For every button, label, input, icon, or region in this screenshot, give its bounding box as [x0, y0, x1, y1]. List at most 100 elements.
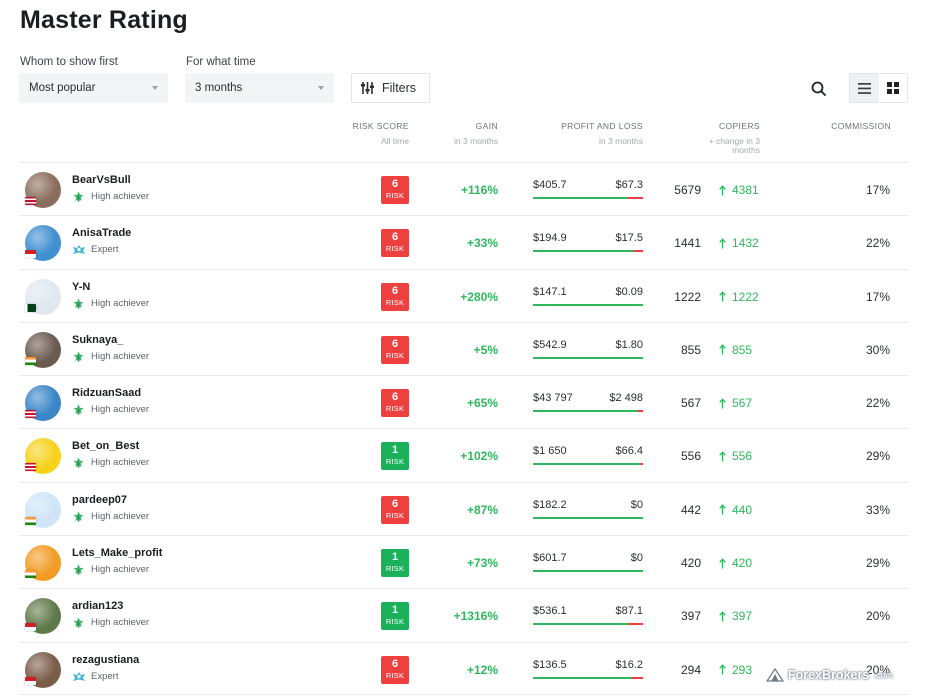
loss-bar	[627, 197, 643, 199]
table-row[interactable]: Bet_on_Best High achiever 1 RISK +102% $1…	[19, 428, 909, 481]
profit-loss-bar	[533, 570, 643, 573]
commission-value: 30%	[865, 342, 890, 357]
achiever-icon	[72, 191, 85, 202]
filters-icon	[361, 82, 374, 94]
master-name[interactable]: Bet_on_Best	[72, 440, 140, 453]
achiever-icon	[72, 351, 85, 362]
table-row[interactable]: AnisaTrade Expert 6 RISK +33% $194.9 $17.5…	[19, 215, 909, 268]
copiers-change: 567	[719, 396, 752, 410]
copiers-change: 420	[719, 556, 752, 570]
master-tier-label: High achiever	[91, 510, 150, 522]
loss-value: $16.2	[615, 658, 643, 671]
risk-label: RISK	[385, 564, 405, 574]
copiers-change-value: 4381	[732, 183, 759, 197]
master-tier: High achiever	[72, 564, 149, 575]
copiers-change-value: 855	[732, 342, 753, 357]
table-row[interactable]: Lets_Make_profit High achiever 1 RISK +73…	[19, 535, 909, 588]
master-tier-label: High achiever	[91, 350, 150, 362]
copiers-change: 855	[719, 343, 752, 357]
sort-select-value: Most popular	[29, 82, 96, 94]
table-row[interactable]: BearVsBull High achiever 6 RISK +116% $40…	[19, 162, 909, 215]
profit-value: $405.7	[533, 179, 567, 191]
profit-loss: $542.9 $1.80	[533, 339, 643, 359]
achiever-icon	[72, 457, 85, 468]
profit-bar	[533, 197, 628, 199]
header-gain-sub: in 3 months	[454, 136, 498, 146]
period-label: For what time	[186, 56, 256, 68]
sort-label: Whom to show first	[20, 56, 118, 68]
arrow-up-icon	[719, 291, 726, 302]
header-risk: RISK SCORE All time	[348, 121, 409, 146]
master-name[interactable]: rezagustiana	[72, 653, 140, 666]
table-row[interactable]: rezagustiana Expert 6 RISK +12% $136.5 $16…	[19, 641, 909, 695]
loss-value: $0	[630, 552, 643, 565]
header-commission: COMMISSION	[822, 121, 891, 131]
table-row[interactable]: Suknaya_ High achiever 6 RISK +5% $542.9 $…	[19, 321, 909, 375]
achiever-icon	[72, 617, 85, 628]
grid-view-button[interactable]	[879, 74, 908, 102]
arrow-up-icon	[719, 238, 726, 249]
avatar[interactable]	[25, 278, 61, 315]
master-name[interactable]: ardian123	[72, 600, 124, 613]
risk-badge: 6 RISK	[381, 176, 409, 204]
country-flag	[25, 197, 36, 205]
header-copiers-title: COPIERS	[718, 121, 760, 131]
master-name[interactable]: Y-N	[72, 280, 91, 293]
master-name[interactable]: AnisaTrade	[72, 227, 132, 240]
profit-value: $601.7	[533, 552, 567, 565]
brand-logo-icon	[766, 668, 784, 682]
copiers-count: 442	[680, 502, 701, 517]
master-tier: Expert	[72, 244, 118, 255]
avatar[interactable]	[25, 225, 61, 262]
master-name[interactable]: BearVsBull	[72, 174, 131, 186]
copiers-count: 556	[680, 449, 701, 464]
arrow-up-icon	[719, 397, 726, 409]
copiers-change-value: 293	[732, 662, 753, 677]
copiers-change-value: 1432	[732, 236, 759, 251]
gain-value: +65%	[466, 396, 498, 411]
risk-badge: 6 RISK	[381, 389, 409, 418]
filters-button[interactable]: Filters	[351, 73, 430, 103]
master-name[interactable]: pardeep07	[72, 493, 128, 506]
profit-value: $182.2	[533, 498, 567, 511]
country-flag	[25, 516, 36, 525]
profit-loss-bar	[533, 303, 643, 306]
master-name[interactable]: RidzuanSaad	[72, 387, 142, 400]
gain-value: +87%	[466, 502, 498, 517]
period-select[interactable]: 3 months	[185, 73, 334, 103]
commission-value: 22%	[865, 396, 890, 411]
list-view-button[interactable]	[850, 74, 879, 102]
master-tier-label: High achiever	[91, 191, 150, 202]
copiers-change-value: 1222	[732, 289, 759, 304]
table-row[interactable]: Y-N High achiever 6 RISK +280% $147.1 $0.0…	[19, 268, 909, 322]
copiers-count: 5679	[674, 183, 701, 197]
header-pnl-sub: in 3 months	[599, 136, 643, 146]
table-row[interactable]: RidzuanSaad High achiever 6 RISK +65% $43…	[19, 375, 909, 428]
header-pnl: PROFIT AND LOSS in 3 months	[548, 121, 643, 146]
table-row[interactable]: pardeep07 High achiever 6 RISK +87% $182.…	[19, 481, 909, 535]
loss-bar	[627, 623, 643, 626]
risk-score: 6	[391, 497, 399, 510]
commission-value: 17%	[865, 183, 890, 197]
avatar[interactable]	[25, 491, 61, 528]
risk-score: 1	[391, 444, 399, 457]
risk-score: 6	[391, 231, 399, 244]
chevron-down-icon	[152, 86, 158, 90]
country-flag	[25, 250, 36, 259]
master-tier: High achiever	[72, 191, 149, 202]
avatar[interactable]	[25, 545, 61, 582]
search-icon[interactable]	[809, 79, 829, 99]
risk-label: RISK	[385, 670, 405, 680]
header-pnl-title: PROFIT AND LOSS	[561, 121, 643, 131]
master-name[interactable]: Suknaya_	[72, 333, 124, 346]
commission-value: 33%	[865, 502, 890, 517]
sort-select[interactable]: Most popular	[19, 73, 168, 103]
profit-loss: $405.7 $67.3	[533, 179, 643, 199]
table-row[interactable]: ardian123 High achiever 1 RISK +1316% $53…	[19, 588, 909, 641]
grid-view-icon	[886, 82, 899, 94]
risk-score: 1	[391, 551, 399, 564]
loss-bar	[637, 410, 643, 413]
arrow-up-icon	[719, 611, 726, 622]
copiers-change-value: 556	[732, 449, 753, 464]
master-name[interactable]: Lets_Make_profit	[72, 547, 163, 560]
